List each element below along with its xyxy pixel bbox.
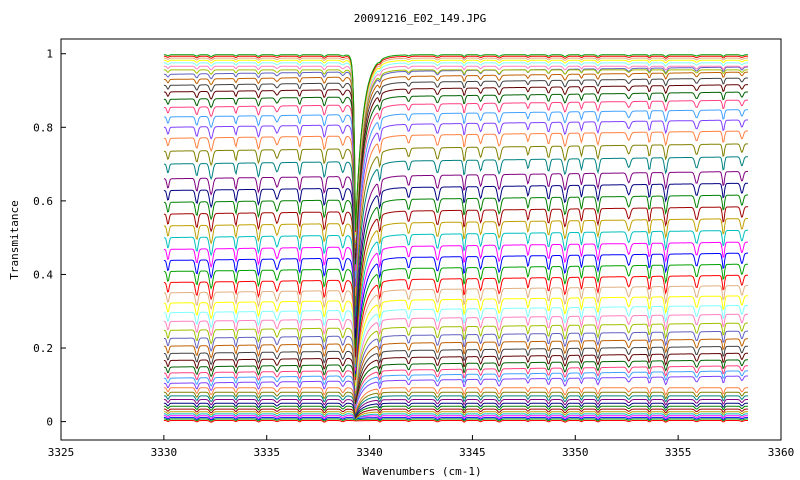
series-line xyxy=(163,130,748,296)
x-axis: 3325 3330 3335 3340 3345 3350 3355 3360 xyxy=(48,435,795,459)
x-axis-label: Wavenumbers (cm-1) xyxy=(362,465,481,478)
series-line xyxy=(163,417,748,421)
series-line xyxy=(163,391,748,414)
series-line xyxy=(163,408,748,420)
series-group xyxy=(163,54,749,423)
x-tick-label: 3345 xyxy=(459,446,486,459)
series-line xyxy=(163,418,748,422)
x-tick-label: 3350 xyxy=(562,446,589,459)
series-line xyxy=(163,274,748,381)
series-line xyxy=(163,143,748,307)
series-line xyxy=(163,65,748,241)
series-line xyxy=(163,387,748,413)
series-line xyxy=(163,415,748,419)
series-line xyxy=(163,69,748,244)
series-line xyxy=(163,170,749,329)
series-line xyxy=(163,402,748,418)
series-line xyxy=(163,420,748,423)
x-tick-label: 3335 xyxy=(253,446,280,459)
series-line xyxy=(163,399,748,418)
series-line xyxy=(163,304,748,389)
y-tick-label: 1 xyxy=(46,48,53,61)
series-line xyxy=(163,241,748,371)
series-line xyxy=(163,77,748,254)
series-line xyxy=(163,218,748,365)
y-tick-label: 0 xyxy=(46,416,53,429)
y-tick-label: 0.6 xyxy=(33,195,53,208)
series-line xyxy=(163,330,748,396)
series-line xyxy=(163,71,748,249)
x-tick-label: 3325 xyxy=(48,446,75,459)
y-tick-label: 0.2 xyxy=(33,342,53,355)
series-line xyxy=(163,338,748,399)
series-line xyxy=(163,109,749,279)
series-line xyxy=(163,66,748,245)
x-tick-label: 3355 xyxy=(665,446,692,459)
series-line xyxy=(163,229,748,368)
series-line xyxy=(163,55,748,233)
series-line xyxy=(163,57,748,234)
series-line xyxy=(163,156,748,317)
y-axis: 0 0.2 0.4 0.6 0.8 1 xyxy=(33,48,66,429)
series-line xyxy=(163,263,748,377)
series-line xyxy=(163,345,748,401)
series-line xyxy=(163,182,748,339)
x-tick-label: 3330 xyxy=(151,446,178,459)
series-line xyxy=(163,84,748,259)
series-line xyxy=(163,359,748,404)
plot-frame xyxy=(60,38,782,441)
series-line xyxy=(163,313,748,392)
series-line xyxy=(163,62,748,238)
y-axis-label: Transmitance xyxy=(8,200,21,279)
x-tick-label: 3340 xyxy=(356,446,383,459)
chart-title: 20091216_E02_149.JPG xyxy=(354,12,486,25)
series-line xyxy=(163,194,748,348)
y-tick-label: 0.8 xyxy=(33,121,53,134)
series-line xyxy=(163,285,748,384)
x-tick-label: 3360 xyxy=(768,446,795,459)
series-line xyxy=(163,99,748,272)
series-line xyxy=(163,413,748,421)
series-line xyxy=(163,59,748,236)
series-line xyxy=(163,206,748,358)
series-line xyxy=(163,405,748,419)
series-line xyxy=(163,370,749,408)
series-line xyxy=(163,252,748,374)
series-line xyxy=(163,395,748,415)
series-line xyxy=(163,91,748,265)
series-line xyxy=(163,365,748,406)
series-line xyxy=(163,352,748,403)
series-line xyxy=(163,411,748,420)
series-line xyxy=(163,295,748,386)
y-tick-label: 0.4 xyxy=(33,268,53,281)
series-line xyxy=(163,375,748,409)
series-line xyxy=(163,119,749,288)
series-line xyxy=(163,322,748,394)
series-line xyxy=(163,54,748,231)
